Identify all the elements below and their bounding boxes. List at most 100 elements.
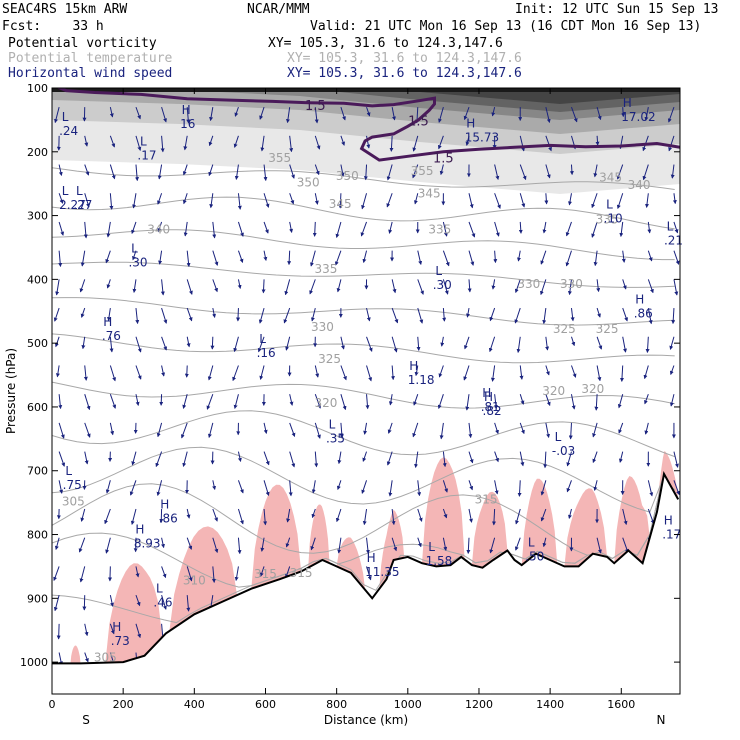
- extremum-value: 8.93: [134, 536, 161, 550]
- wind-vector: [622, 307, 628, 322]
- wind-vector: [540, 508, 547, 522]
- wind-vector: [182, 164, 188, 176]
- wind-vector: [593, 480, 598, 491]
- wind-vector: [285, 107, 291, 124]
- wind-vector: [647, 250, 653, 262]
- wind-vector: [161, 307, 168, 324]
- wind-vector: [58, 394, 63, 410]
- wind-vector: [645, 336, 650, 354]
- wind-vector: [130, 508, 137, 525]
- wind-vector: [289, 451, 296, 468]
- wind-vector: [335, 221, 342, 239]
- wind-vector: [621, 250, 626, 263]
- wind-vector: [83, 365, 88, 381]
- wind-vector: [338, 193, 343, 209]
- wind-vector: [314, 193, 319, 205]
- wind-vector: [314, 365, 320, 378]
- wind-vector: [516, 336, 521, 354]
- wind-vector: [568, 422, 573, 440]
- wind-vector: [285, 537, 291, 548]
- extremum-value: 16: [180, 117, 195, 131]
- pv-contour-layer: [56, 88, 680, 162]
- wind-vector: [438, 106, 444, 123]
- wind-vector: [314, 451, 319, 468]
- extremum-kind: H: [484, 390, 493, 404]
- wind-vector: [673, 221, 679, 234]
- wind-vector: [161, 106, 167, 123]
- wind-vector: [490, 365, 496, 382]
- pv-contour-label: 1.5: [305, 99, 326, 114]
- theta-contour-label: 320: [315, 396, 338, 410]
- wind-vector: [515, 508, 521, 525]
- extremum-value: .17: [137, 148, 156, 162]
- extremum-kind: L: [435, 264, 442, 278]
- wind-vector: [362, 508, 368, 526]
- moisture-region: [422, 457, 465, 567]
- terrain-line: [52, 470, 680, 665]
- wind-vector: [596, 307, 601, 318]
- wind-vector: [366, 307, 371, 322]
- x-end-label-north: N: [657, 713, 666, 727]
- theta-contour-label: 350: [336, 169, 359, 183]
- wind-vector: [263, 221, 269, 234]
- wind-vector: [340, 336, 345, 350]
- extremum-kind: H: [664, 513, 673, 527]
- wind-vector: [84, 652, 89, 663]
- wind-vector: [571, 336, 576, 347]
- wind-vector: [491, 107, 496, 117]
- theta-contour-label: 315: [254, 567, 277, 581]
- theta-isentrope: [52, 479, 676, 624]
- wind-vector: [672, 193, 677, 205]
- pv-contour-label: 1.5: [408, 115, 429, 130]
- wind-vector: [81, 336, 86, 350]
- wind-vector: [109, 422, 115, 436]
- wind-vector: [466, 307, 470, 318]
- wind-vector: [311, 480, 316, 494]
- wind-vector: [336, 279, 342, 293]
- wind-vector: [465, 394, 470, 411]
- extremum-value: .50: [525, 550, 544, 564]
- wind-vector: [310, 537, 316, 551]
- wind-vector: [135, 135, 142, 151]
- wind-vector: [414, 365, 419, 377]
- wind-vector: [109, 193, 114, 210]
- wind-vector: [161, 566, 167, 579]
- wind-vector: [596, 279, 601, 293]
- wind-vector: [669, 394, 675, 407]
- wind-vector: [135, 164, 140, 182]
- wind-vector: [645, 193, 649, 208]
- wind-vector: [417, 537, 422, 548]
- wind-vector: [463, 106, 470, 121]
- extremum-kind: L: [62, 184, 69, 198]
- extremum-value: .46: [153, 596, 172, 610]
- theta-isentrope: [52, 196, 675, 230]
- extremum-kind: L: [428, 540, 435, 554]
- wind-vector: [642, 164, 649, 181]
- wind-vector: [161, 594, 167, 610]
- wind-vector: [442, 537, 448, 551]
- wind-vector: [670, 164, 675, 179]
- wind-vector: [135, 623, 142, 639]
- wind-vector: [514, 537, 521, 551]
- wind-vector: [55, 365, 60, 378]
- wind-vector: [237, 250, 244, 264]
- moisture-region: [521, 478, 558, 566]
- wind-vector: [442, 480, 449, 493]
- wind-vector: [493, 394, 498, 410]
- theta-isentrope: [52, 167, 675, 190]
- wind-vector: [207, 422, 214, 439]
- theta-contour-label: 345: [329, 197, 352, 211]
- x-tick-label: 1200: [465, 698, 493, 711]
- wind-vector: [519, 422, 525, 435]
- wind-vector: [438, 365, 444, 378]
- moisture-region: [656, 450, 679, 513]
- wind-vector: [84, 422, 91, 438]
- wind-vector: [412, 135, 419, 152]
- wind-vector: [186, 250, 191, 268]
- moisture-region: [379, 509, 405, 589]
- wind-vector: [258, 307, 265, 324]
- wind-vector: [361, 193, 368, 210]
- wind-vector: [314, 164, 320, 176]
- wind-vector: [212, 537, 219, 554]
